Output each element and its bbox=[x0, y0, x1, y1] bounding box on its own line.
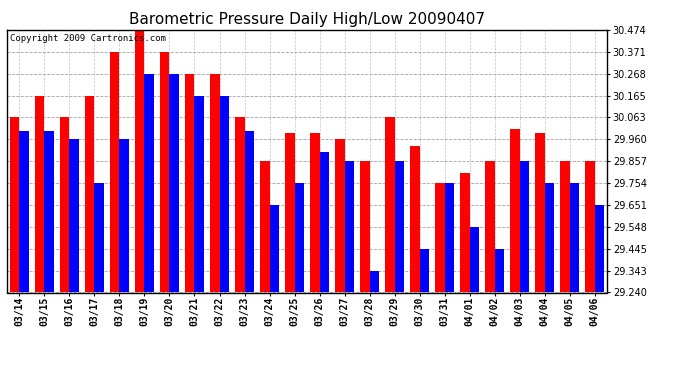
Bar bbox=[85, 96, 95, 292]
Bar bbox=[410, 146, 420, 292]
Text: Copyright 2009 Cartronics.com: Copyright 2009 Cartronics.com bbox=[10, 34, 166, 43]
Bar bbox=[60, 117, 70, 292]
Bar bbox=[10, 117, 19, 292]
Bar bbox=[295, 183, 304, 292]
Bar bbox=[395, 161, 404, 292]
Bar bbox=[544, 183, 554, 292]
Bar bbox=[110, 52, 119, 292]
Bar bbox=[335, 140, 344, 292]
Bar bbox=[160, 52, 170, 292]
Bar bbox=[370, 271, 379, 292]
Bar bbox=[595, 205, 604, 292]
Bar bbox=[319, 152, 329, 292]
Bar bbox=[210, 74, 219, 292]
Bar bbox=[420, 249, 429, 292]
Title: Barometric Pressure Daily High/Low 20090407: Barometric Pressure Daily High/Low 20090… bbox=[129, 12, 485, 27]
Bar bbox=[470, 227, 479, 292]
Bar bbox=[19, 131, 29, 292]
Bar bbox=[285, 133, 295, 292]
Bar bbox=[244, 131, 254, 292]
Bar bbox=[119, 140, 129, 292]
Bar bbox=[560, 161, 570, 292]
Bar bbox=[195, 96, 204, 292]
Bar bbox=[170, 74, 179, 292]
Bar bbox=[510, 129, 520, 292]
Bar bbox=[95, 183, 104, 292]
Bar bbox=[485, 161, 495, 292]
Bar bbox=[219, 96, 229, 292]
Bar bbox=[435, 183, 444, 292]
Bar bbox=[70, 140, 79, 292]
Bar bbox=[495, 249, 504, 292]
Bar bbox=[310, 133, 319, 292]
Bar bbox=[260, 161, 270, 292]
Bar bbox=[235, 117, 244, 292]
Bar bbox=[144, 74, 154, 292]
Bar bbox=[360, 161, 370, 292]
Bar bbox=[270, 205, 279, 292]
Bar bbox=[185, 74, 195, 292]
Bar bbox=[444, 183, 454, 292]
Bar bbox=[35, 96, 44, 292]
Bar bbox=[385, 117, 395, 292]
Bar bbox=[520, 161, 529, 292]
Bar bbox=[535, 133, 544, 292]
Bar bbox=[585, 161, 595, 292]
Bar bbox=[344, 161, 354, 292]
Bar bbox=[570, 183, 579, 292]
Bar bbox=[135, 30, 144, 292]
Bar bbox=[44, 131, 54, 292]
Bar bbox=[460, 173, 470, 292]
